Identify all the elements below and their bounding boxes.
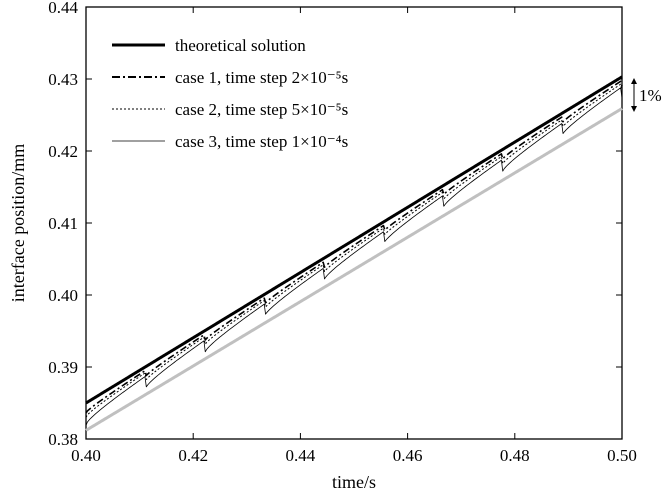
series-layer <box>85 75 623 432</box>
y-tick-label: 0.42 <box>48 142 78 161</box>
plot-frame <box>85 6 623 440</box>
annotation-label: 1% <box>639 86 662 105</box>
y-tick-label: 0.38 <box>48 430 78 449</box>
series-line-3 <box>85 87 623 426</box>
series-line-4 <box>85 107 623 432</box>
x-tick-label: 0.46 <box>393 446 423 465</box>
legend-label-theoretical: theoretical solution <box>175 36 306 55</box>
legend: theoretical solution case 1, time step 2… <box>112 36 348 151</box>
y-tick-label: 0.39 <box>48 358 78 377</box>
annotation-arrowhead-up <box>631 78 637 84</box>
series-line-1 <box>85 80 623 414</box>
y-tick-label: 0.44 <box>48 0 78 17</box>
y-axis-title: interface position/mm <box>8 144 28 302</box>
series-line-0 <box>85 75 623 405</box>
tick-layer: 0.40 0.42 0.44 0.46 0.48 0.50 0.38 0.39 0.40 0.41… <box>48 0 637 465</box>
x-tick-label: 0.50 <box>607 446 637 465</box>
x-axis-title: time/s <box>332 472 376 492</box>
series-line-2 <box>85 83 623 418</box>
legend-label-case2: case 2, time step 5×10⁻⁵s <box>175 100 348 119</box>
y-tick-label: 0.41 <box>48 214 78 233</box>
one-percent-annotation: 1% <box>631 78 662 112</box>
x-tick-label: 0.48 <box>500 446 530 465</box>
x-tick-label: 0.40 <box>71 446 101 465</box>
y-tick-label: 0.43 <box>48 70 78 89</box>
x-tick-label: 0.42 <box>178 446 208 465</box>
y-tick-label: 0.40 <box>48 286 78 305</box>
annotation-arrowhead-down <box>631 106 637 112</box>
legend-label-case3: case 3, time step 1×10⁻⁴s <box>175 132 348 151</box>
legend-label-case1: case 1, time step 2×10⁻⁵s <box>175 68 348 87</box>
x-tick-label: 0.44 <box>286 446 316 465</box>
